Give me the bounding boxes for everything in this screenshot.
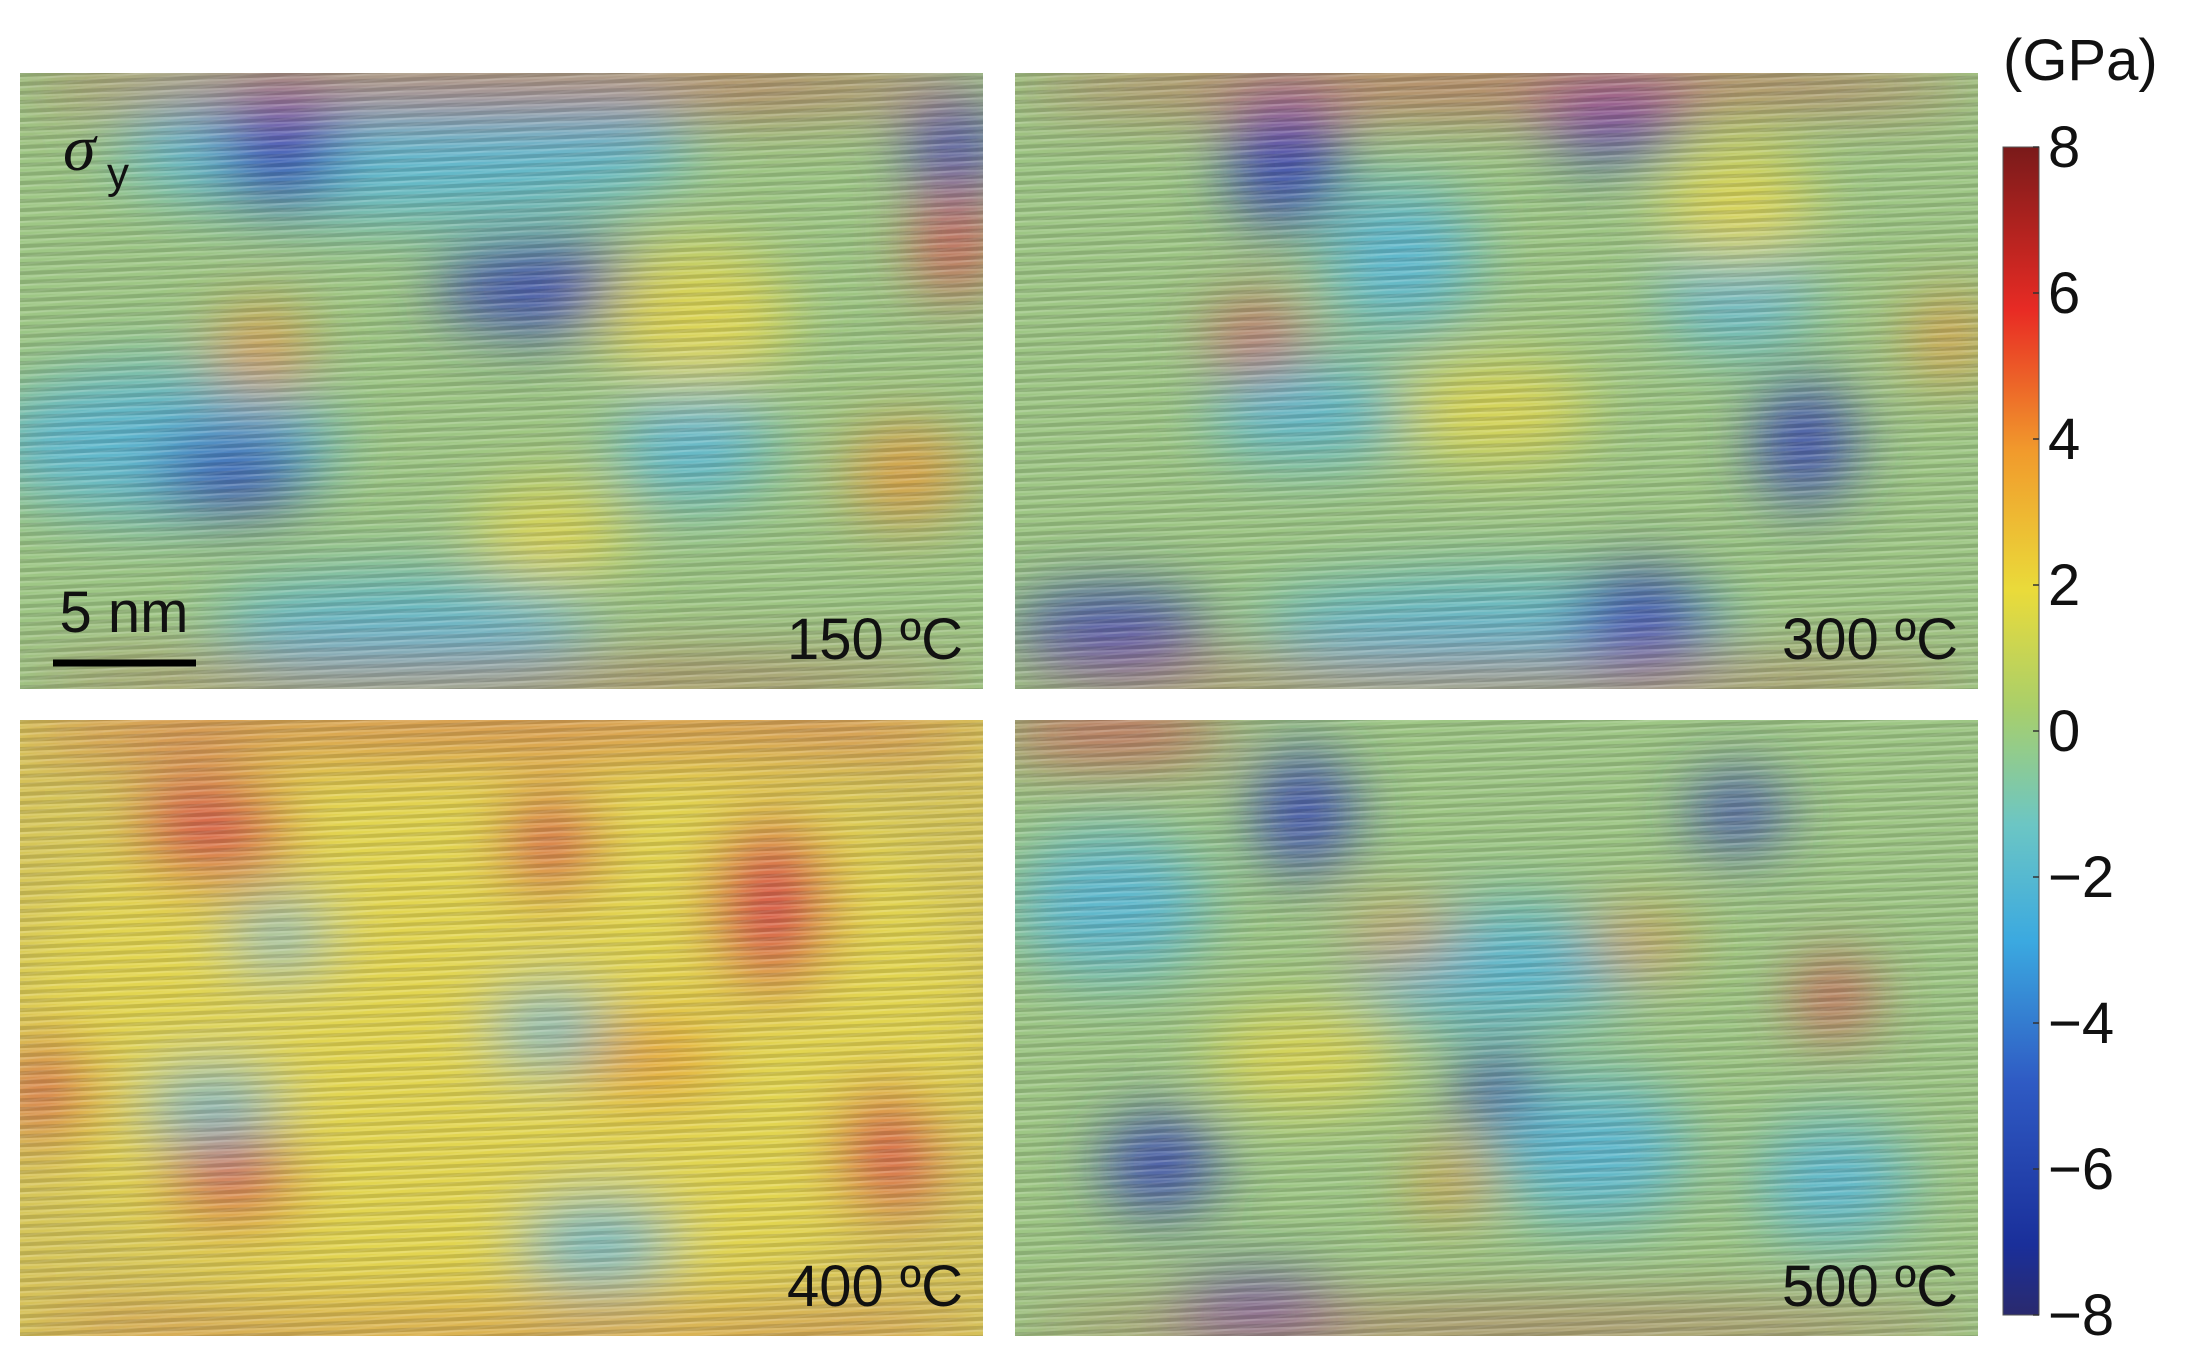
temperature-label: 150 ºC (787, 607, 963, 672)
colorbar-ticks: −8 −6 −4 −2 0 2 4 6 8 (2033, 115, 2114, 1348)
stress-map (1015, 720, 1978, 1336)
colorbar-tick-label: 8 (2048, 115, 2080, 180)
colorbar-tick-label: 2 (2048, 553, 2080, 618)
colorbar-tick-label: 0 (2048, 699, 2080, 764)
panel: 300 ºC (1015, 73, 1978, 689)
colorbar-tick-label: −4 (2048, 991, 2114, 1056)
stress-map (20, 720, 983, 1336)
temperature-label: 500 ºC (1782, 1254, 1958, 1319)
colorbar-tick-label: 6 (2048, 261, 2080, 326)
colorbar-tick-label: −6 (2048, 1137, 2114, 1202)
stress-symbol: σ (63, 112, 98, 185)
colorbar-tick-label: −2 (2048, 845, 2114, 910)
scale-bar-label: 5 nm (60, 580, 189, 645)
colorbar-tick-label: 4 (2048, 407, 2080, 472)
panels: 150 ºC 300 ºC 400 ºC 500 ºC (20, 73, 1978, 1336)
temperature-label: 400 ºC (787, 1254, 963, 1319)
colorbar-unit: (GPa) (2003, 28, 2158, 93)
panel: 400 ºC (20, 720, 983, 1336)
stress-map (20, 73, 983, 689)
colorbar-tick-label: −8 (2048, 1283, 2114, 1348)
stress-map (1015, 73, 1978, 689)
temperature-label: 300 ºC (1782, 607, 1958, 672)
panel: 150 ºC (20, 73, 983, 689)
panel: 500 ºC (1015, 720, 1978, 1336)
stress-subscript: y (107, 149, 129, 198)
